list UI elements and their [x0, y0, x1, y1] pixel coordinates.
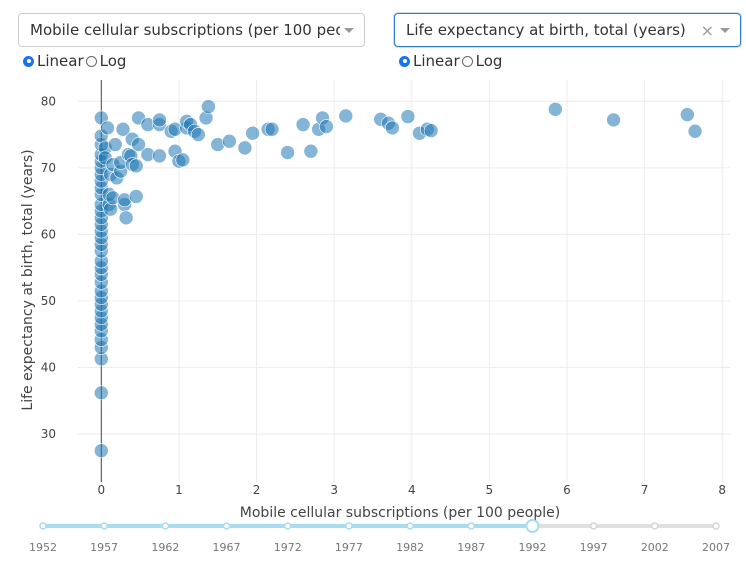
slider-year-label[interactable]: 1977	[335, 541, 363, 554]
slider-year-label[interactable]: 1992	[518, 541, 546, 554]
slider-dot[interactable]	[406, 522, 414, 530]
y-tick-label: 80	[41, 94, 56, 108]
tick-labels: 30 40 50 60 70 80 0 1 2 3 4 5 6 7 8	[41, 94, 726, 497]
data-point[interactable]	[606, 112, 621, 128]
slider-year-label[interactable]: 1987	[457, 541, 485, 554]
data-point[interactable]	[680, 107, 695, 122]
slider-dot[interactable]	[345, 522, 353, 530]
year-slider: 1952 1957 1962 1967 1972 1977 1982 1987 1992 1997…	[29, 519, 730, 554]
y-tick-label: 50	[41, 294, 56, 308]
slider-dot[interactable]	[467, 522, 476, 530]
x-scale-log-label: Log	[99, 52, 127, 70]
data-points	[93, 99, 703, 459]
data-point[interactable]	[201, 99, 216, 114]
radio-selected-icon[interactable]	[23, 55, 34, 67]
x-tick-label: 6	[563, 483, 571, 497]
y-axis-title: Life expectancy at birth, total (years)	[20, 149, 36, 410]
grid-lines	[78, 80, 730, 482]
data-point[interactable]	[131, 137, 146, 152]
data-point[interactable]	[222, 133, 237, 149]
data-point[interactable]	[245, 125, 260, 141]
data-point[interactable]	[264, 121, 280, 137]
data-point[interactable]	[295, 117, 311, 132]
slider-year-label[interactable]: 2002	[641, 541, 669, 554]
data-point[interactable]	[118, 210, 134, 226]
y-tick-label: 70	[41, 161, 56, 175]
y-dropdown-chevron-down-icon[interactable]	[720, 28, 730, 33]
slider-dot[interactable]	[161, 522, 170, 530]
x-tick-label: 5	[486, 483, 494, 497]
data-point[interactable]	[548, 101, 563, 117]
slider-handle[interactable]	[525, 519, 540, 533]
x-tick-label: 8	[718, 483, 726, 497]
data-point[interactable]	[319, 119, 334, 134]
x-scale-log-radio[interactable]: Log	[85, 52, 127, 70]
x-tick-label: 3	[330, 483, 338, 497]
y-tick-label: 40	[41, 361, 56, 375]
slider-dot[interactable]	[651, 522, 659, 530]
data-point[interactable]	[128, 158, 144, 174]
x-dropdown-chevron-down-icon[interactable]	[344, 28, 354, 33]
data-point[interactable]	[152, 148, 167, 164]
radio-unselected-icon[interactable]	[461, 55, 473, 67]
slider-year-label[interactable]: 1967	[213, 541, 241, 554]
slider-dot[interactable]	[100, 522, 108, 530]
data-point[interactable]	[400, 109, 416, 124]
slider-year-label[interactable]: 1997	[580, 541, 608, 554]
slider-year-label[interactable]: 2007	[702, 541, 730, 554]
y-scale-linear-label: Linear	[413, 52, 460, 70]
data-point[interactable]	[175, 152, 191, 168]
data-point[interactable]	[338, 108, 354, 124]
y-axis-dropdown[interactable]: Life expectancy at birth, total (years) …	[394, 13, 741, 47]
y-scale-log-label: Log	[475, 52, 503, 70]
slider-year-label[interactable]: 1982	[396, 541, 424, 554]
data-point[interactable]	[191, 127, 206, 142]
data-point[interactable]	[687, 123, 703, 139]
x-axis-dropdown-value: Mobile cellular subscriptions (per 100 p…	[30, 21, 340, 39]
clear-icon[interactable]: ×	[700, 21, 714, 40]
data-point[interactable]	[115, 121, 131, 137]
slider-dot[interactable]	[712, 522, 720, 530]
x-axis-title: Mobile cellular subscriptions (per 100 p…	[240, 505, 560, 521]
data-point[interactable]	[303, 143, 319, 159]
data-point[interactable]	[107, 137, 123, 152]
data-point[interactable]	[93, 443, 109, 459]
x-tick-label: 0	[97, 483, 105, 497]
slider-dot[interactable]	[589, 522, 598, 530]
x-scale-radio-group: Linear Log	[23, 52, 128, 70]
slider-year-label[interactable]: 1972	[274, 541, 302, 554]
radio-selected-icon[interactable]	[399, 55, 410, 67]
slider-year-label[interactable]: 1952	[29, 541, 57, 554]
data-point[interactable]	[93, 385, 109, 401]
y-scale-log-radio[interactable]: Log	[461, 52, 503, 70]
data-point[interactable]	[423, 123, 439, 138]
slider-dot[interactable]	[222, 522, 231, 530]
data-point[interactable]	[152, 112, 167, 128]
x-tick-label: 1	[175, 483, 183, 497]
radio-unselected-icon[interactable]	[85, 55, 97, 67]
x-tick-label: 2	[253, 483, 261, 497]
y-scale-linear-radio[interactable]: Linear	[399, 52, 460, 70]
slider-year-label[interactable]: 1957	[90, 541, 118, 554]
y-tick-label: 60	[41, 227, 56, 241]
slider-dot[interactable]	[283, 522, 292, 530]
data-point[interactable]	[385, 120, 400, 136]
x-scale-linear-label: Linear	[37, 52, 84, 70]
data-point[interactable]	[128, 189, 144, 204]
y-axis-dropdown-value: Life expectancy at birth, total (years)	[406, 21, 686, 39]
x-tick-label: 4	[408, 483, 416, 497]
y-scale-radio-group: Linear Log	[399, 52, 504, 70]
data-point[interactable]	[237, 140, 253, 156]
x-tick-label: 7	[641, 483, 649, 497]
slider-dot[interactable]	[39, 522, 47, 530]
data-point[interactable]	[100, 120, 115, 136]
y-tick-label: 30	[41, 427, 56, 441]
data-point[interactable]	[280, 145, 295, 160]
x-axis-dropdown[interactable]: Mobile cellular subscriptions (per 100 p…	[18, 13, 365, 47]
slider-year-label[interactable]: 1962	[151, 541, 179, 554]
x-scale-linear-radio[interactable]: Linear	[23, 52, 84, 70]
